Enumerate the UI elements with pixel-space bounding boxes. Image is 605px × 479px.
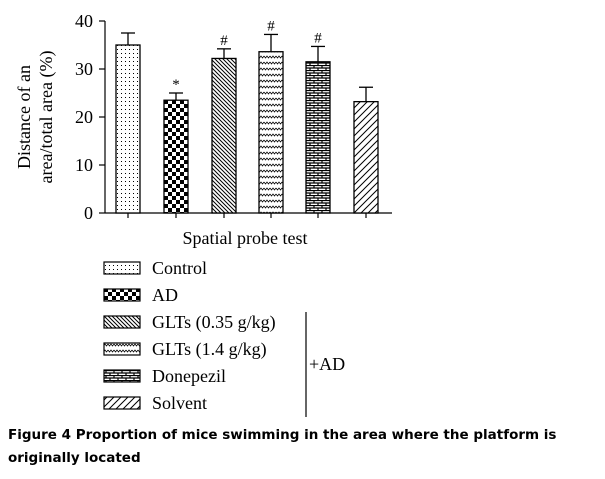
legend-label-1: Control [152,258,207,278]
bar-5 [305,61,331,214]
figure-caption: Figure 4 Proportion of mice swimming in … [8,427,557,466]
legend-label-2: AD [152,285,178,305]
y-axis-label-line2: area/total area (%) [36,51,57,184]
legend-label-5: Donepezil [152,366,226,386]
legend-swatch-1 [103,261,141,275]
legend-swatch-2 [103,288,141,302]
bar-6 [353,100,379,214]
y-tick-label: 10 [75,155,93,175]
y-tick-label: 30 [75,59,93,79]
legend-label-3: GLTs (0.35 g/kg) [152,312,276,333]
bar-1 [115,44,141,214]
legend-label-6: Solvent [152,393,207,413]
y-tick-label: 0 [84,203,93,223]
legend-swatch-3 [103,315,141,329]
y-axis-label-line1: Distance of an [14,65,34,169]
significance-mark-2: * [172,77,180,93]
legend-label-4: GLTs (1.4 g/kg) [152,339,267,360]
significance-mark-5: # [314,30,322,46]
legend-swatch-4 [103,342,141,356]
y-ticks: 0 10 20 30 40 [75,11,105,223]
significance-mark-4: # [267,18,275,34]
legend-swatch-5 [103,369,141,383]
y-tick-label: 40 [75,11,93,31]
significance-mark-3: # [220,33,228,49]
bars: * # # # [115,18,379,218]
bar-2 [163,99,189,214]
bar-4 [258,51,284,214]
ad-bracket-label: +AD [309,354,345,374]
chart: 0 10 20 30 40 * # # # Distance of an area/total… [14,11,392,417]
bar-3 [211,57,237,214]
legend: Control AD GLTs (0.35 g/kg) GLTs (1.4 g/kg)… [103,258,276,413]
y-tick-label: 20 [75,107,93,127]
x-axis-label: Spatial probe test [183,228,308,248]
legend-swatch-6 [103,396,141,410]
